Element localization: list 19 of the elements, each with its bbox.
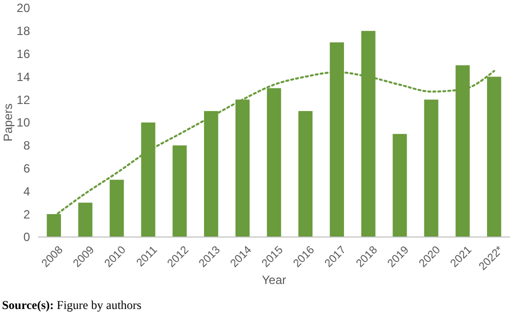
source-note: Source(s): Figure by authors: [2, 298, 142, 312]
bar: [424, 100, 438, 237]
x-axis-title: Year: [262, 273, 286, 287]
bar: [392, 134, 407, 237]
y-axis-title: Papers: [1, 103, 15, 142]
y-tick-label: 12: [16, 92, 30, 107]
bar: [172, 145, 187, 237]
y-tick-label: 16: [16, 47, 30, 61]
y-tick-label: 8: [23, 138, 30, 153]
y-tick-label: 14: [16, 70, 30, 84]
y-tick-label: 6: [23, 162, 30, 176]
y-tick-label: 18: [16, 24, 30, 38]
y-tick-label: 0: [23, 230, 30, 244]
y-tick-label: 4: [23, 184, 30, 198]
y-tick-label: 20: [16, 1, 30, 16]
bar: [298, 111, 313, 237]
y-tick-label: 10: [16, 116, 30, 130]
bar: [78, 202, 92, 237]
y-tick-label: 2: [23, 207, 30, 222]
